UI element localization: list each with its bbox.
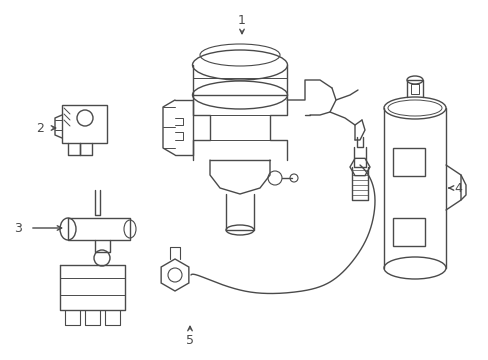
Text: 1: 1: [238, 14, 245, 27]
Bar: [410, 84, 418, 94]
Text: 3: 3: [14, 221, 22, 234]
Text: 2: 2: [36, 122, 44, 135]
Text: 4: 4: [453, 181, 461, 194]
Bar: [62, 105, 107, 143]
Text: 5: 5: [185, 333, 194, 346]
Bar: [392, 218, 424, 246]
Bar: [392, 148, 424, 176]
